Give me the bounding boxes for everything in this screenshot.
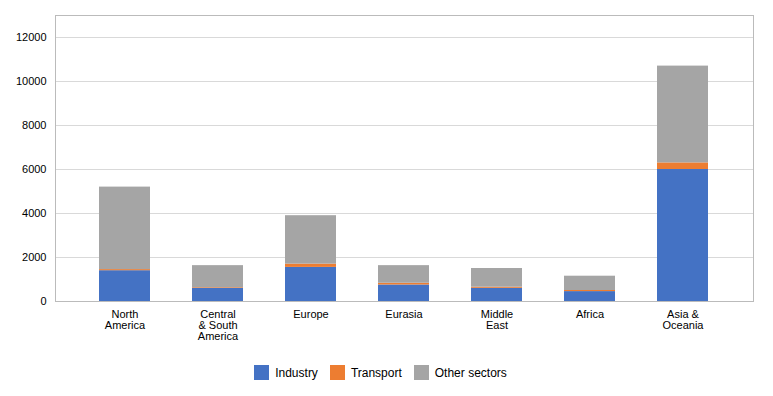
html-text:Other sectors: Other sectors	[434, 365, 507, 380]
svg-text:Eurasia: Eurasia	[385, 308, 423, 320]
svg-text:Central& SouthAmerica: Central& SouthAmerica	[198, 308, 239, 342]
svg-text:0: 0	[40, 295, 46, 307]
svg-text:Asia &Oceania: Asia &Oceania	[663, 308, 705, 331]
svg-text:6000: 6000	[22, 163, 46, 175]
svg-text:10000: 10000	[16, 75, 47, 87]
svg-text:MiddleEast: MiddleEast	[481, 308, 513, 331]
html-text:Transport: Transport	[350, 365, 402, 380]
svg-text:12000: 12000	[16, 31, 47, 43]
svg-text:4000: 4000	[22, 207, 46, 219]
svg-text:Africa: Africa	[576, 308, 605, 320]
svg-text:8000: 8000	[22, 119, 46, 131]
svg-text:NorthAmerica: NorthAmerica	[105, 308, 146, 331]
svg-text:Europe: Europe	[293, 308, 328, 320]
svg-text:2000: 2000	[22, 251, 46, 263]
html-text:Industry: Industry	[275, 365, 318, 380]
